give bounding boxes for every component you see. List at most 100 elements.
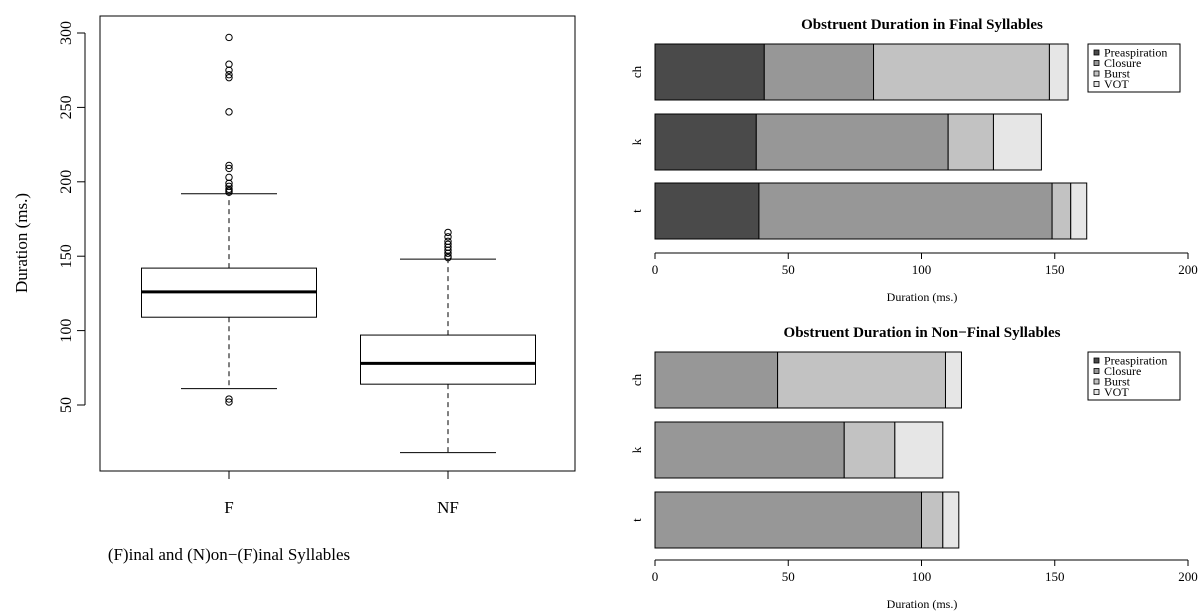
legend-swatch-vot xyxy=(1093,389,1100,395)
outlier-point xyxy=(225,108,233,116)
bar-segment-k-burst xyxy=(947,113,994,171)
outlier-point xyxy=(444,228,452,237)
outlier-point xyxy=(225,188,233,196)
category-label-k: k xyxy=(629,446,644,453)
nonfinal-bars xyxy=(654,351,962,549)
legend-label-preaspiration: Preaspiration xyxy=(1104,354,1167,368)
bar-segment-ch-preaspiration xyxy=(654,43,765,101)
category-label-k: k xyxy=(629,138,644,145)
interquartile-box xyxy=(360,334,536,385)
outlier-point xyxy=(225,33,233,42)
nonfinal-x-axis: 0 50 100 150 200 xyxy=(652,559,1198,584)
legend-label-burst: Burst xyxy=(1104,375,1131,389)
bar-segment-k-preaspiration xyxy=(654,113,757,171)
final-syllables-panel: Obstruent Duration in Final Syllables 0 5… xyxy=(629,17,1198,304)
x-tick-label: 100 xyxy=(912,262,932,277)
category-label-t: t xyxy=(629,518,644,522)
outlier-point xyxy=(225,73,233,82)
legend-label-closure: Closure xyxy=(1104,364,1141,378)
x-tick-label: 200 xyxy=(1178,569,1198,584)
legend-label-closure: Closure xyxy=(1104,56,1141,70)
outlier-point xyxy=(225,66,233,74)
y-tick-label: 100 xyxy=(58,319,75,343)
bar-segment-k-closure xyxy=(755,113,949,171)
bar-segment-k-vot xyxy=(992,113,1042,171)
outlier-point xyxy=(225,395,233,403)
legend-label-preaspiration: Preaspiration xyxy=(1104,46,1167,60)
x-tick-label-nf: NF xyxy=(437,498,459,517)
final-x-label: Duration (ms.) xyxy=(887,290,958,304)
outlier-point xyxy=(225,161,233,170)
x-tick-label: 200 xyxy=(1178,262,1198,277)
y-tick-label: 50 xyxy=(58,397,75,413)
outlier-point xyxy=(225,164,233,173)
nonfinal-syllables-panel: Obstruent Duration in Non−Final Syllable… xyxy=(629,325,1198,611)
legend-swatch-burst xyxy=(1093,378,1100,385)
boxplot-y-axis: 50 100 150 200 250 300 xyxy=(58,21,86,413)
bar-segment-t-burst xyxy=(1051,182,1072,240)
x-tick-label: 150 xyxy=(1045,262,1065,277)
final-bars xyxy=(654,43,1088,240)
boxplot-marks xyxy=(141,33,536,454)
x-tick-label: 50 xyxy=(782,569,795,584)
y-tick-label: 300 xyxy=(58,21,75,45)
bar-segment-k-burst xyxy=(843,421,896,479)
boxplot-x-label: (F)inal and (N)on−(F)inal Syllables xyxy=(108,545,350,564)
final-chart-title: Obstruent Duration in Final Syllables xyxy=(801,17,1043,33)
outlier-point xyxy=(444,249,452,257)
outlier-point xyxy=(444,233,452,241)
x-tick-label: 0 xyxy=(652,262,659,277)
bar-segment-ch-closure xyxy=(654,351,779,409)
bar-segment-k-closure xyxy=(654,421,845,479)
x-tick-label-f: F xyxy=(224,498,233,517)
bar-segment-ch-closure xyxy=(763,43,875,101)
legend-swatch-burst xyxy=(1093,70,1100,77)
legend-swatch-closure xyxy=(1093,368,1100,374)
x-tick-label: 100 xyxy=(912,569,932,584)
bar-segment-ch-burst xyxy=(777,351,946,409)
category-label-t: t xyxy=(629,209,644,213)
bar-segment-t-burst xyxy=(921,491,944,549)
bar-segment-t-vot xyxy=(1070,182,1088,240)
boxplot-panel: 50 100 150 200 250 300 F NF (F)inal and (N)on−… xyxy=(12,15,576,564)
legend-label-vot: VOT xyxy=(1104,385,1129,399)
category-label-ch: ch xyxy=(629,65,644,78)
legend-swatch-vot xyxy=(1093,81,1100,87)
box-nf xyxy=(360,228,536,454)
bar-segment-k-vot xyxy=(894,421,944,479)
y-tick-label: 200 xyxy=(58,170,75,194)
legend-swatch-closure xyxy=(1093,60,1100,66)
nonfinal-category-labels: ch k t xyxy=(629,373,644,521)
bar-segment-t-closure xyxy=(758,182,1053,240)
x-tick-label: 50 xyxy=(782,262,795,277)
legend-label-vot: VOT xyxy=(1104,77,1129,91)
nonfinal-chart-title: Obstruent Duration in Non−Final Syllable… xyxy=(784,325,1061,341)
bar-segment-ch-vot xyxy=(1048,43,1069,101)
legend-swatch-preaspiration xyxy=(1093,49,1100,56)
bar-segment-ch-vot xyxy=(944,351,962,409)
boxplot-x-axis: F NF xyxy=(224,470,459,517)
bar-segment-t-closure xyxy=(654,491,922,549)
bar-segment-t-vot xyxy=(942,491,960,549)
bar-segment-t-preaspiration xyxy=(654,182,760,240)
legend-label-burst: Burst xyxy=(1104,67,1131,81)
boxplot-y-label: Duration (ms.) xyxy=(12,193,31,293)
x-tick-label: 150 xyxy=(1045,569,1065,584)
y-tick-label: 150 xyxy=(58,244,75,268)
legend-swatch-preaspiration xyxy=(1093,357,1100,364)
outlier-point xyxy=(225,398,233,406)
outlier-point xyxy=(225,70,233,79)
nonfinal-x-label: Duration (ms.) xyxy=(887,597,958,611)
bar-segment-ch-burst xyxy=(873,43,1050,101)
final-category-labels: ch k t xyxy=(629,65,644,212)
final-legend-box xyxy=(1087,43,1181,93)
outlier-point xyxy=(444,253,452,262)
y-tick-label: 250 xyxy=(58,95,75,119)
x-tick-label: 0 xyxy=(652,569,659,584)
nonfinal-legend-box xyxy=(1087,351,1181,401)
box-f xyxy=(141,33,317,406)
final-x-axis: 0 50 100 150 200 xyxy=(652,252,1198,277)
